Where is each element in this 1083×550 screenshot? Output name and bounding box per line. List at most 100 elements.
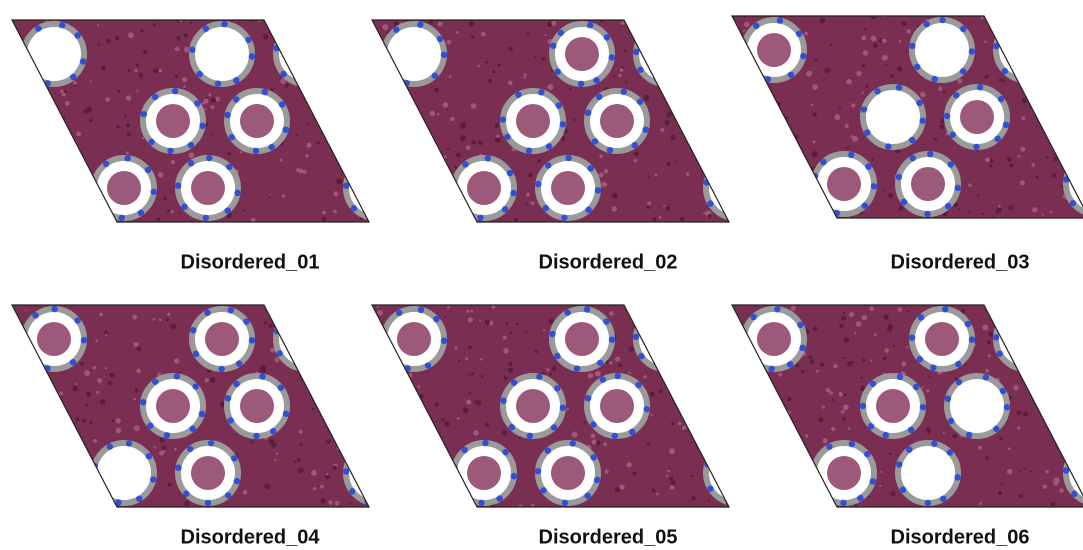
solvent-speck (669, 476, 674, 481)
solvent-speck (848, 427, 851, 430)
nitrogen-atom (637, 67, 643, 73)
nitrogen-atom (147, 422, 153, 428)
nitrogen-atom (877, 507, 883, 513)
solvent-speck (488, 79, 492, 83)
nitrogen-atom (1015, 239, 1021, 245)
nitrogen-atom (215, 81, 221, 87)
nitrogen-atom (964, 0, 970, 4)
nitrogen-atom (1070, 233, 1076, 239)
nitrogen-atom (680, 278, 686, 284)
pore (996, 309, 1056, 369)
solvent-speck (901, 362, 905, 366)
solvent-speck (650, 392, 655, 397)
solvent-speck (157, 217, 161, 221)
nitrogen-atom (716, 52, 722, 58)
pore (765, 221, 825, 281)
nitrogen-atom (772, 225, 778, 231)
nitrogen-atom (687, 507, 693, 513)
solvent-speck (841, 410, 845, 414)
solvent-speck (870, 36, 876, 42)
solvent-speck (170, 324, 176, 330)
solvent-speck (174, 448, 177, 451)
nitrogen-atom (755, 165, 761, 171)
nitrogen-atom (793, 235, 799, 241)
solvent-speck (469, 392, 472, 395)
nitrogen-atom (909, 137, 915, 143)
solvent-speck (778, 373, 782, 377)
solvent-speck (503, 336, 507, 340)
solvent-speck (666, 112, 672, 118)
nitrogen-atom (190, 327, 196, 333)
nitrogen-atom (652, 239, 658, 245)
solvent-speck (621, 21, 625, 25)
nitrogen-atom (328, 21, 334, 27)
nitrogen-atom (710, 317, 716, 323)
nitrogen-atom (317, 362, 323, 368)
nitrogen-atom (23, 382, 29, 388)
nitrogen-atom (510, 190, 516, 196)
nitrogen-atom (1051, 508, 1057, 514)
solvent-speck (646, 205, 650, 209)
solvent-speck (656, 493, 659, 496)
nitrogen-atom (394, 206, 400, 212)
solvent-speck (457, 417, 460, 420)
nitrogen-atom (270, 428, 276, 434)
solvent-speck (623, 49, 626, 52)
solvent-speck (227, 152, 231, 156)
nitrogen-atom (671, 3, 677, 9)
nitrogen-atom (343, 468, 349, 474)
nitrogen-atom (51, 306, 57, 312)
solvent-speck (1029, 470, 1031, 472)
nitrogen-atom (960, 26, 966, 32)
nitrogen-atom (91, 183, 97, 189)
solvent-speck (644, 95, 650, 101)
panels (0, 0, 1083, 550)
solvent-speck (139, 73, 143, 77)
pore (793, 242, 853, 302)
nitrogen-atom (486, 532, 492, 538)
solvent-speck (546, 368, 549, 371)
nitrogen-atom (205, 500, 211, 506)
nitrogen-atom (436, 222, 442, 228)
nitrogen-atom (328, 507, 334, 513)
solvent-speck (523, 76, 526, 79)
nitrogen-atom (378, 251, 384, 257)
nitrogen-atom (730, 215, 736, 221)
nitrogen-atom (456, 486, 462, 492)
solvent-speck (885, 64, 887, 66)
nitrogen-atom (908, 427, 914, 433)
nitrogen-atom (585, 207, 591, 213)
solvent-speck (647, 176, 650, 179)
solvent-speck (620, 484, 625, 489)
solvent-speck (105, 334, 107, 336)
solvent-speck (691, 496, 696, 501)
solvent-speck (842, 357, 844, 359)
nitrogen-atom (751, 6, 757, 12)
nitrogen-atom (319, 76, 325, 82)
nitrogen-atom (304, 21, 310, 27)
solvent-speck (843, 405, 849, 411)
nitrogen-atom (118, 8, 124, 14)
nitrogen-atom (564, 309, 570, 315)
nitrogen-atom (561, 215, 567, 221)
nitrogen-atom (297, 275, 303, 281)
solvent-speck (659, 389, 663, 393)
solvent-speck (519, 437, 521, 439)
nitrogen-atom (707, 261, 713, 267)
nitrogen-atom (379, 239, 385, 245)
nitrogen-atom (187, 446, 193, 452)
nitrogen-atom (226, 164, 232, 170)
guest-cluster (960, 100, 994, 134)
pore (335, 376, 395, 436)
solvent-speck (95, 340, 98, 343)
solvent-speck (671, 480, 676, 485)
solvent-speck (851, 103, 855, 107)
guest-cluster (600, 104, 634, 138)
nitrogen-atom (188, 142, 194, 148)
nitrogen-atom (21, 336, 27, 342)
nitrogen-atom (950, 132, 956, 138)
solvent-speck (880, 471, 882, 473)
solvent-speck (812, 151, 818, 157)
nitrogen-atom (78, 289, 84, 295)
solvent-speck (551, 21, 556, 26)
